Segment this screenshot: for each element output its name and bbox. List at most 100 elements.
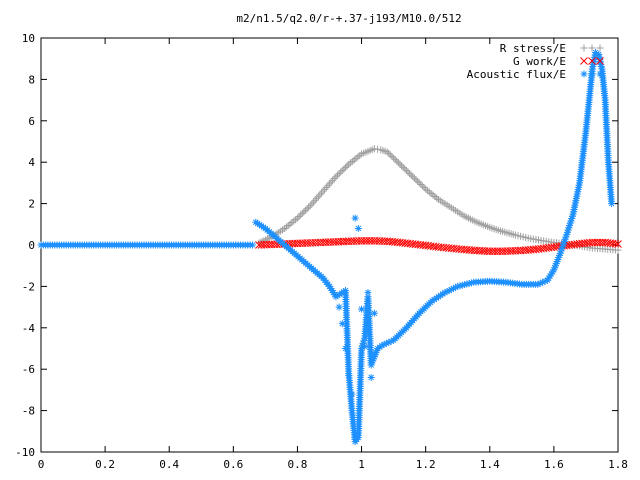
data-point-trail: [373, 347, 381, 355]
data-point-trail: [356, 151, 364, 159]
data-point-trail: [350, 156, 358, 164]
data-point-trail: [562, 233, 570, 241]
x-tick-label: 1.2: [416, 458, 436, 471]
data-point-trail: [321, 185, 329, 193]
y-tick-label: 0: [28, 239, 35, 252]
data-point-trail: [286, 220, 294, 228]
data-point-trail: [391, 156, 399, 164]
data-point: [396, 160, 404, 168]
data-point-trail: [558, 245, 566, 253]
data-point-trail: [335, 170, 343, 178]
series-4: [335, 214, 378, 398]
data-point: [595, 51, 603, 59]
data-point-trail: [374, 145, 382, 153]
data-point-trail: [352, 154, 360, 162]
data-point-trail: [347, 159, 355, 167]
data-point-trail: [595, 53, 603, 61]
data-point-trail: [282, 223, 290, 231]
data-point-trail: [449, 284, 457, 292]
data-point-trail: [303, 205, 311, 213]
x-tick-label: 0.6: [223, 458, 243, 471]
y-tick-label: 10: [22, 32, 35, 45]
data-point-trail: [406, 170, 414, 178]
data-point: [543, 276, 551, 284]
x-tick-label: 0.4: [159, 458, 179, 471]
data-point: [249, 241, 257, 249]
data-point-trail: [452, 283, 460, 291]
data-point: [358, 305, 366, 313]
data-point: [342, 345, 350, 352]
data-point-trail: [465, 279, 473, 287]
data-point-trail: [298, 209, 306, 217]
data-point-trail: [565, 224, 573, 232]
data-point-trail: [568, 212, 576, 220]
data-point-trail: [300, 208, 308, 216]
data-point-trail: [388, 153, 396, 161]
data-point-trail: [566, 221, 574, 229]
data-point-trail: [545, 274, 553, 282]
legend-marker: [596, 57, 604, 65]
data-point-trail: [561, 235, 569, 243]
y-tick-label: -10: [15, 446, 35, 459]
legend-marker: [588, 70, 596, 78]
data-point-trail: [431, 193, 439, 201]
data-point-trail: [327, 178, 335, 186]
data-point-trail: [597, 60, 605, 68]
data-point-trail: [324, 182, 332, 190]
x-tick-label: 1.4: [480, 458, 500, 471]
data-point-trail: [382, 339, 390, 347]
data-point-trail: [402, 166, 410, 174]
axes: 0 0.2 0.4 0.6 0.8 1 1.2 1.4 1.6 1.8 10 8 6 4 2 0 -2 -4 -6 -…: [15, 32, 628, 471]
data-point-trail: [393, 157, 401, 165]
data-point-trail: [458, 281, 466, 289]
data-point-trail: [541, 277, 549, 285]
data-point-trail: [322, 184, 330, 192]
data-point-trail: [564, 226, 572, 234]
data-point-trail: [390, 154, 398, 162]
data-point-trail: [385, 338, 393, 346]
data-point-trail: [301, 206, 309, 214]
legend-marker: [580, 57, 588, 65]
data-point-trail: [292, 216, 300, 224]
data-point-trail: [372, 349, 380, 357]
legend-marker: [580, 70, 588, 78]
data-point-trail: [410, 174, 418, 182]
data-point-trail: [327, 284, 335, 292]
data-point: [614, 240, 622, 248]
data-point-trail: [317, 189, 325, 197]
data-point: [345, 160, 353, 168]
data-point: [534, 280, 542, 288]
data-point-trail: [439, 290, 447, 298]
data-point-trail: [423, 187, 431, 195]
data-point-trail: [284, 221, 292, 229]
data-point-trail: [427, 190, 435, 198]
x-tick-label: 0.8: [288, 458, 308, 471]
data-point-trail: [311, 196, 319, 204]
data-point-trail: [429, 191, 437, 199]
data-point: [608, 200, 616, 208]
data-point-trail: [407, 171, 415, 179]
y-tick-label: -6: [22, 363, 35, 376]
data-point: [422, 185, 430, 193]
chart-title: m2/n1.5/q2.0/r-+.37-j193/M10.0/512: [236, 12, 461, 25]
data-point-trail: [360, 337, 368, 345]
data-point: [338, 320, 346, 328]
data-point: [367, 361, 375, 369]
series-2: [252, 48, 616, 446]
data-point-trail: [378, 342, 386, 350]
series-0: [255, 145, 622, 254]
plot-marks: [37, 48, 622, 446]
x-tick-label: 1: [358, 458, 365, 471]
data-point-trail: [338, 166, 346, 174]
x-tick-label: 0: [38, 458, 45, 471]
data-point-trail: [368, 359, 376, 367]
data-point-trail: [330, 175, 338, 183]
data-point-trail: [445, 287, 453, 295]
data-point: [364, 289, 372, 297]
data-point-trail: [597, 63, 605, 71]
data-point: [592, 48, 600, 56]
data-point-trail: [549, 268, 557, 276]
data-point-trail: [443, 288, 451, 296]
data-point: [354, 224, 362, 232]
